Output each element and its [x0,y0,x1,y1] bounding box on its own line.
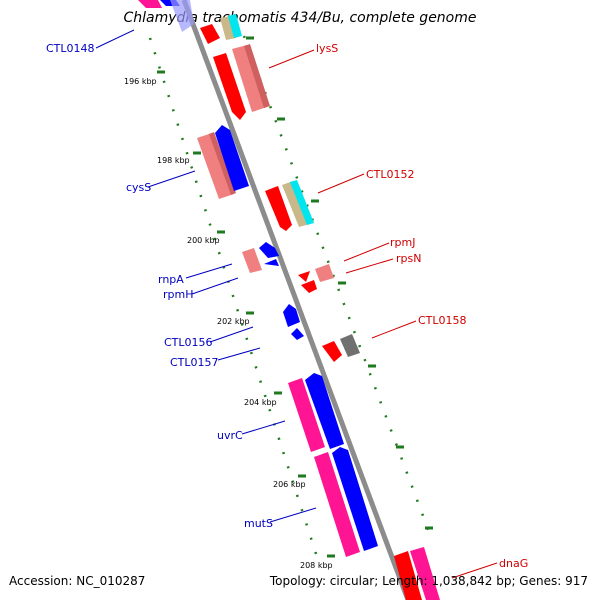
gene-feature [394,551,422,600]
gene-label-CTL0156[interactable]: CTL0156 [164,336,213,349]
gene-label-rnpA[interactable]: rnpA [158,273,184,286]
gene-feature [209,132,236,195]
leader-rpsN [345,258,394,274]
gene-label-lysS[interactable]: lysS [316,42,338,55]
gene-feature [315,264,334,282]
leader-lysS [268,49,315,69]
leader-rpmH [191,277,239,295]
gene-feature [410,547,440,600]
genome-backbone [181,0,411,600]
leader-CTL0152 [317,173,365,194]
genome-title: Chlamydia trachomatis 434/Bu, complete g… [123,10,477,26]
gene-feature [322,341,342,362]
gene-feature [244,44,270,108]
gene-feature [301,280,317,293]
gene-feature [282,181,310,227]
gene-feature [200,24,220,44]
gene-feature [290,180,314,225]
gene-feature [288,378,325,452]
accession-text: Accession: NC_010287 [9,574,146,588]
leader-cysS [147,170,196,188]
leader-CTL0148 [95,29,135,49]
gene-label-CTL0148[interactable]: CTL0148 [46,42,95,55]
ruler-label-196: 196 kbp [124,77,157,86]
gene-label-dnaG[interactable]: dnaG [499,557,528,570]
leader-rnpA [185,263,233,279]
ruler-track-left [148,37,320,561]
gene-feature [197,133,234,199]
gene-label-uvrC[interactable]: uvrC [217,429,243,442]
ruler-label-202: 202 kbp [217,317,250,326]
topology-text: Topology: circular; Length: 1,038,842 bp… [269,574,588,588]
leader-CTL0157 [217,347,261,361]
leader-mutS [269,507,317,523]
gene-feature [259,242,279,258]
ruler-label-198: 198 kbp [157,156,190,165]
gene-feature [264,259,279,266]
gene-feature [265,186,292,231]
gene-label-mutS[interactable]: mutS [244,517,273,530]
gene-label-CTL0152[interactable]: CTL0152 [366,168,415,181]
gene-feature [283,304,300,327]
gene-feature [242,248,262,273]
leader-dnaG [451,562,498,579]
gene-feature [215,125,249,191]
gene-label-cysS[interactable]: cysS [126,181,151,194]
leader-rpmJ [343,242,390,262]
gene-feature [314,452,360,557]
gene-label-CTL0158[interactable]: CTL0158 [418,314,467,327]
gene-feature [228,14,242,38]
leader-uvrC [241,420,286,435]
gene-label-rpmH[interactable]: rpmH [163,288,194,301]
leader-CTL0156 [209,326,254,343]
gene-label-rpsN[interactable]: rpsN [396,252,421,265]
gene-feature [332,447,378,551]
gene-feature [170,0,194,32]
gene-feature [232,45,267,112]
ruler-label-204: 204 kbp [244,398,277,407]
gene-label-CTL0157[interactable]: CTL0157 [170,356,219,369]
gene-feature [220,16,236,40]
gene-feature [305,373,344,449]
gene-feature [138,0,162,8]
gene-feature [291,328,304,340]
ruler-label-206: 206 kbp [273,480,306,489]
ruler-label-208: 208 kbp [300,561,333,570]
gene-label-rpmJ[interactable]: rpmJ [390,236,415,249]
leader-CTL0158 [371,320,417,339]
gene-feature [298,271,310,282]
ruler-label-200: 200 kbp [187,236,220,245]
ruler-major-ticks [157,36,433,558]
gene-feature [340,334,360,357]
gene-feature [213,53,246,120]
